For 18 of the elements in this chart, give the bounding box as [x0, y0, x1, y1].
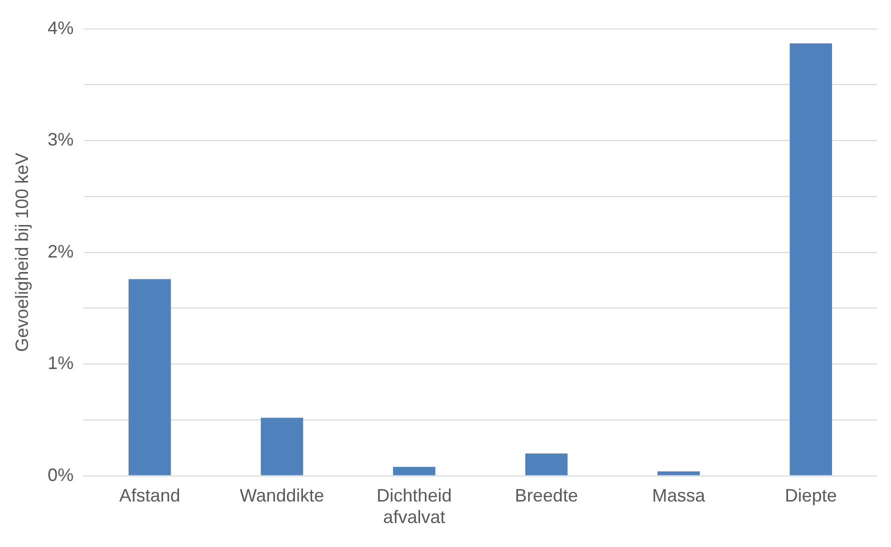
bar: [393, 466, 436, 476]
y-tick-label: 2%: [48, 241, 74, 262]
y-tick-label: 4%: [48, 18, 74, 38]
x-tick-label: Afstand: [119, 486, 180, 506]
bar: [657, 471, 700, 476]
bar: [260, 418, 304, 476]
bar: [128, 279, 171, 476]
bar: [790, 43, 832, 476]
x-tick-label: Breedte: [514, 486, 578, 506]
bar: [525, 453, 568, 476]
x-tick-label: Wanddikte: [240, 486, 324, 506]
y-tick-label: 1%: [48, 353, 74, 374]
y-tick-label: 3%: [48, 130, 74, 150]
y-axis-title: Gevoeligheid bij 100 keV: [12, 152, 32, 352]
y-tick-label: 0%: [48, 464, 74, 485]
x-tick-label: Diepte: [784, 486, 837, 506]
x-tick-label: Dichtheid afvalvat: [376, 486, 452, 528]
x-tick-label: Massa: [652, 486, 706, 506]
